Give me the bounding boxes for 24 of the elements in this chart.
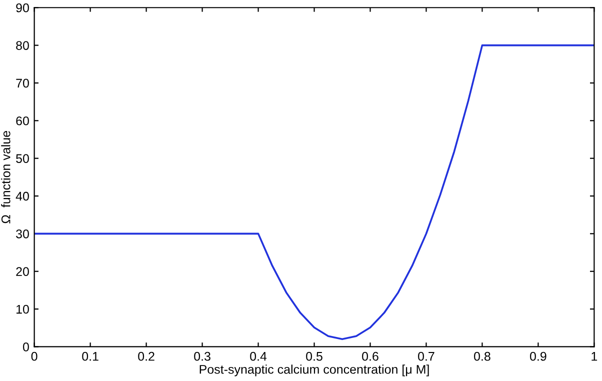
y-tick-label: 90 [16,3,29,12]
y-tick-label: 50 [16,154,29,163]
x-tick-label: 0.2 [138,352,154,361]
x-tick-label: 0.6 [362,352,378,361]
x-tick-label: 0.1 [82,352,98,361]
x-tick-label: 0.4 [250,352,267,361]
y-tick-label: 70 [16,78,29,88]
y-axis-title: Ω function value [1,131,10,224]
y-tick-label: 0 [22,342,29,352]
line-series [34,44,594,340]
y-tick-label: 40 [16,192,29,201]
y-tick-label: 60 [16,116,29,126]
x-tick-label: 0 [31,352,38,361]
y-tick-label: 20 [16,267,29,276]
y-tick-label: 30 [16,229,29,238]
x-tick-label: 0.9 [530,352,546,361]
x-tick-label: 0.5 [306,352,322,361]
x-tick-label: 1 [592,352,598,361]
y-tick-label: 80 [16,41,29,50]
x-axis-title: Post-synaptic calcium concentration [μ M] [200,364,429,376]
x-tick-label: 0.3 [194,352,210,361]
x-tick-label: 0.8 [474,352,490,361]
x-tick-label: 0.7 [418,352,434,361]
y-tick-label: 10 [16,304,29,314]
